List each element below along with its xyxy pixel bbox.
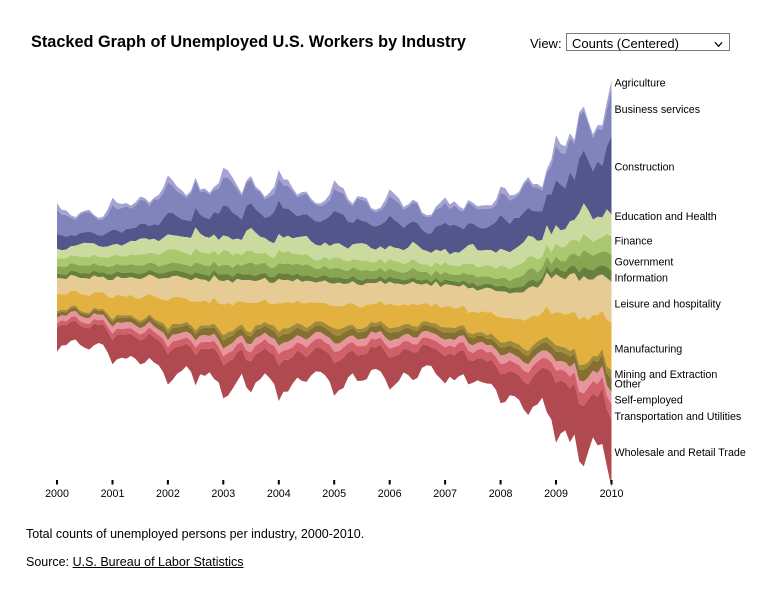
svg-text:Wholesale and Retail Trade: Wholesale and Retail Trade: [615, 447, 746, 459]
svg-text:Transportation and Utilities: Transportation and Utilities: [615, 411, 742, 423]
svg-text:2008: 2008: [489, 488, 513, 500]
svg-text:Other: Other: [615, 378, 642, 390]
svg-text:2003: 2003: [211, 488, 235, 500]
svg-text:Government: Government: [615, 257, 674, 269]
svg-text:Self-employed: Self-employed: [615, 394, 683, 406]
svg-text:2002: 2002: [156, 488, 180, 500]
svg-text:Business services: Business services: [615, 104, 701, 116]
svg-text:Education and Health: Education and Health: [615, 211, 717, 223]
svg-text:2007: 2007: [433, 488, 457, 500]
svg-text:Manufacturing: Manufacturing: [615, 343, 683, 355]
svg-text:2010: 2010: [600, 488, 624, 500]
svg-text:Construction: Construction: [615, 161, 675, 173]
svg-text:Leisure and hospitality: Leisure and hospitality: [615, 298, 722, 310]
svg-text:2006: 2006: [378, 488, 402, 500]
svg-text:2005: 2005: [322, 488, 346, 500]
svg-text:Mining and Extraction: Mining and Extraction: [615, 369, 718, 381]
svg-text:Agriculture: Agriculture: [615, 78, 666, 90]
svg-text:2004: 2004: [267, 488, 291, 500]
svg-text:Information: Information: [615, 273, 669, 285]
svg-text:2000: 2000: [45, 488, 69, 500]
svg-text:Finance: Finance: [615, 235, 653, 247]
svg-text:2001: 2001: [101, 488, 125, 500]
svg-text:2009: 2009: [544, 488, 568, 500]
